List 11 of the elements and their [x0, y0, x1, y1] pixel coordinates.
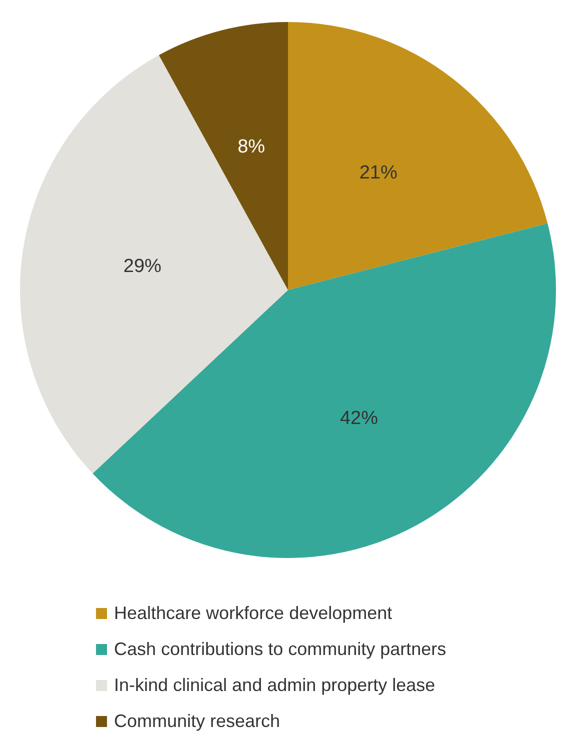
- data-label: 8%: [238, 136, 266, 158]
- pie-slice: [20, 55, 288, 474]
- legend-label: In-kind clinical and admin property lease: [114, 674, 436, 695]
- legend-label: Cash contributions to community partners: [114, 638, 446, 659]
- pie-slice: [92, 223, 556, 558]
- data-label: 29%: [123, 256, 162, 277]
- pie-slice: [288, 22, 548, 290]
- legend-label: Community research: [114, 710, 280, 731]
- legend-label: Healthcare workforce development: [114, 602, 392, 623]
- data-label: 21%: [359, 162, 398, 184]
- data-label: 42%: [340, 408, 378, 430]
